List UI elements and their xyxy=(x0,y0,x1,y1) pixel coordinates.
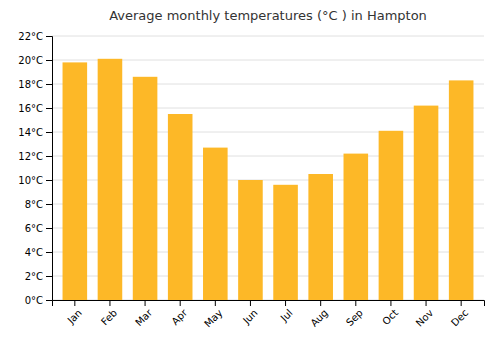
axis-line xyxy=(53,301,485,307)
tick-label: Nov xyxy=(414,307,436,329)
tick-label: Jun xyxy=(240,307,260,327)
tick-mark xyxy=(215,300,216,306)
tick-mark xyxy=(46,156,52,157)
tick: Sep xyxy=(344,300,365,328)
tick-mark xyxy=(46,60,52,61)
tick-mark xyxy=(74,300,75,306)
tick-label: 6°C xyxy=(25,223,43,234)
tick-mark xyxy=(46,132,52,133)
tick-label: Dec xyxy=(449,307,470,328)
chart-svg: Average monthly temperatures (°C ) in Ha… xyxy=(0,0,500,350)
tick: Apr xyxy=(169,300,190,327)
bar xyxy=(63,62,88,300)
tick-label: 12°C xyxy=(18,151,43,162)
bar xyxy=(238,180,263,300)
tick-label: Sep xyxy=(344,307,365,328)
tick: May xyxy=(202,300,224,329)
tick: Oct xyxy=(380,300,400,327)
tick: Dec xyxy=(449,300,470,329)
tick-mark xyxy=(390,300,391,306)
tick: Jul xyxy=(278,300,295,324)
tick-label: Feb xyxy=(99,307,119,327)
tick-mark xyxy=(250,300,251,306)
tick: 8°C xyxy=(25,199,52,210)
tick-label: 14°C xyxy=(18,127,43,138)
tick-label: Jul xyxy=(278,307,295,324)
tick: 22°C xyxy=(18,31,52,42)
tick-label: 20°C xyxy=(18,55,43,66)
tick-label: Apr xyxy=(169,306,190,327)
axis-line xyxy=(46,37,53,301)
bar xyxy=(308,174,333,300)
tick-label: 8°C xyxy=(25,199,43,210)
bar xyxy=(273,185,298,300)
tick-label: 0°C xyxy=(25,295,43,306)
tick-label: 4°C xyxy=(25,247,43,258)
tick: 18°C xyxy=(18,79,52,90)
tick-label: Mar xyxy=(133,306,155,328)
tick-mark xyxy=(46,276,52,277)
x-axis: Jan Feb Mar Apr May Jun Jul Aug Sep Oct Nov Dec xyxy=(53,300,485,329)
tick: 14°C xyxy=(18,127,52,138)
tick-label: Jan xyxy=(65,307,84,326)
bar xyxy=(133,77,158,300)
bar xyxy=(449,80,474,300)
tick: Mar xyxy=(133,300,155,328)
bar xyxy=(203,148,228,300)
tick-mark xyxy=(46,204,52,205)
tick: 6°C xyxy=(25,223,52,234)
bar xyxy=(379,131,404,300)
tick-mark xyxy=(180,300,181,306)
y-axis: 0°C 2°C 4°C 6°C 8°C 10°C 12°C 14°C 16°C 18°C 20°C 2… xyxy=(18,31,52,306)
tick-mark xyxy=(46,108,52,109)
tick: Jun xyxy=(240,300,260,327)
tick-mark xyxy=(46,36,52,37)
tick: 0°C xyxy=(25,295,52,306)
grid-line xyxy=(52,36,484,37)
tick-label: May xyxy=(202,307,224,329)
tick: Aug xyxy=(308,300,330,329)
tick-label: 16°C xyxy=(18,103,43,114)
tick-mark xyxy=(145,300,146,306)
tick-mark xyxy=(46,300,52,301)
tick-label: Oct xyxy=(380,307,400,327)
tick-label: Aug xyxy=(308,307,330,329)
tick-mark xyxy=(46,228,52,229)
chart-title: Average monthly temperatures (°C ) in Ha… xyxy=(109,8,427,23)
bar xyxy=(98,59,123,300)
tick-mark xyxy=(46,180,52,181)
bar xyxy=(344,154,369,300)
tick-mark xyxy=(285,300,286,306)
tick-mark xyxy=(46,84,52,85)
tick-label: 10°C xyxy=(18,175,43,186)
tick-label: 18°C xyxy=(18,79,43,90)
bar xyxy=(414,106,439,300)
tick-mark xyxy=(355,300,356,306)
bar xyxy=(168,114,193,300)
tick: 10°C xyxy=(18,175,52,186)
tick: 2°C xyxy=(25,271,52,282)
tick-label: 2°C xyxy=(25,271,43,282)
grid xyxy=(52,36,484,300)
tick: Jan xyxy=(65,300,84,326)
plot-area xyxy=(63,59,474,300)
chart-container: Average monthly temperatures (°C ) in Ha… xyxy=(0,0,500,350)
tick-mark xyxy=(109,300,110,306)
tick: 20°C xyxy=(18,55,52,66)
tick-mark xyxy=(426,300,427,306)
tick: 16°C xyxy=(18,103,52,114)
tick-mark xyxy=(320,300,321,306)
tick: Feb xyxy=(99,300,119,327)
tick: 4°C xyxy=(25,247,52,258)
tick: 12°C xyxy=(18,151,52,162)
tick-label: 22°C xyxy=(18,31,43,42)
tick: Nov xyxy=(414,300,436,329)
tick-mark xyxy=(461,300,462,306)
tick-mark xyxy=(46,252,52,253)
